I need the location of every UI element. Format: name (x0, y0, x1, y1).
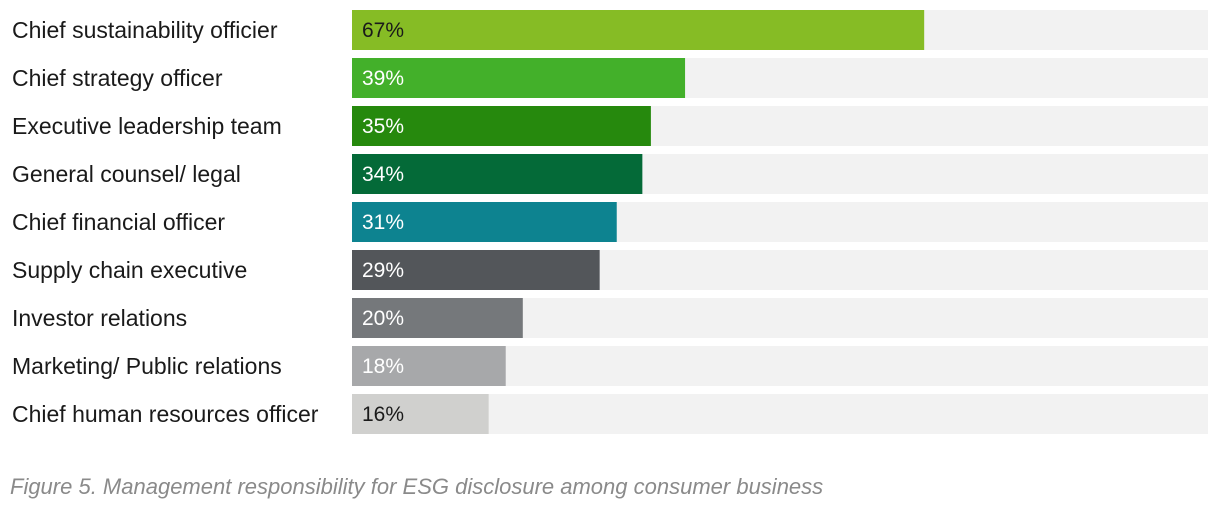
value-label: 29% (362, 259, 404, 282)
value-label: 34% (362, 163, 404, 186)
value-label: 67% (362, 19, 404, 42)
bar-row: Executive leadership team 35% (12, 106, 1208, 146)
bar (352, 58, 686, 98)
value-label: 31% (362, 211, 404, 234)
value-label: 20% (362, 307, 404, 330)
category-label: Chief financial officer (12, 209, 225, 235)
bar-row: Chief strategy officer 39% (12, 58, 1208, 98)
value-label: 39% (362, 67, 404, 90)
category-label: Marketing/ Public relations (12, 353, 282, 379)
bar-track (352, 394, 1208, 434)
bar-row: General counsel/ legal 34% (12, 154, 1208, 194)
bar (352, 250, 600, 290)
category-label: Supply chain executive (12, 257, 247, 283)
value-label: 18% (362, 355, 404, 378)
value-label: 35% (362, 115, 404, 138)
category-label: Executive leadership team (12, 113, 282, 139)
bar-chart: Chief sustainability officier 67% Chief st… (12, 10, 1208, 434)
value-label: 16% (362, 403, 404, 426)
bar (352, 10, 925, 50)
figure-caption: Figure 5. Management responsibility for … (10, 474, 824, 499)
category-label: General counsel/ legal (12, 161, 241, 187)
bar-row: Chief sustainability officier 67% (12, 10, 1208, 50)
bar (352, 394, 489, 434)
bar-row: Supply chain executive 29% (12, 250, 1208, 290)
bar (352, 346, 506, 386)
bar-row: Marketing/ Public relations 18% (12, 346, 1208, 386)
category-label: Chief sustainability officier (12, 17, 278, 43)
bar (352, 154, 643, 194)
bar-row: Chief financial officer 31% (12, 202, 1208, 242)
bar-row: Investor relations 20% (12, 298, 1208, 338)
bar-row: Chief human resources officer 16% (12, 394, 1208, 434)
category-label: Chief human resources officer (12, 401, 319, 427)
bar (352, 106, 651, 146)
category-label: Investor relations (12, 305, 187, 331)
bar (352, 202, 617, 242)
bar (352, 298, 523, 338)
category-label: Chief strategy officer (12, 65, 223, 91)
